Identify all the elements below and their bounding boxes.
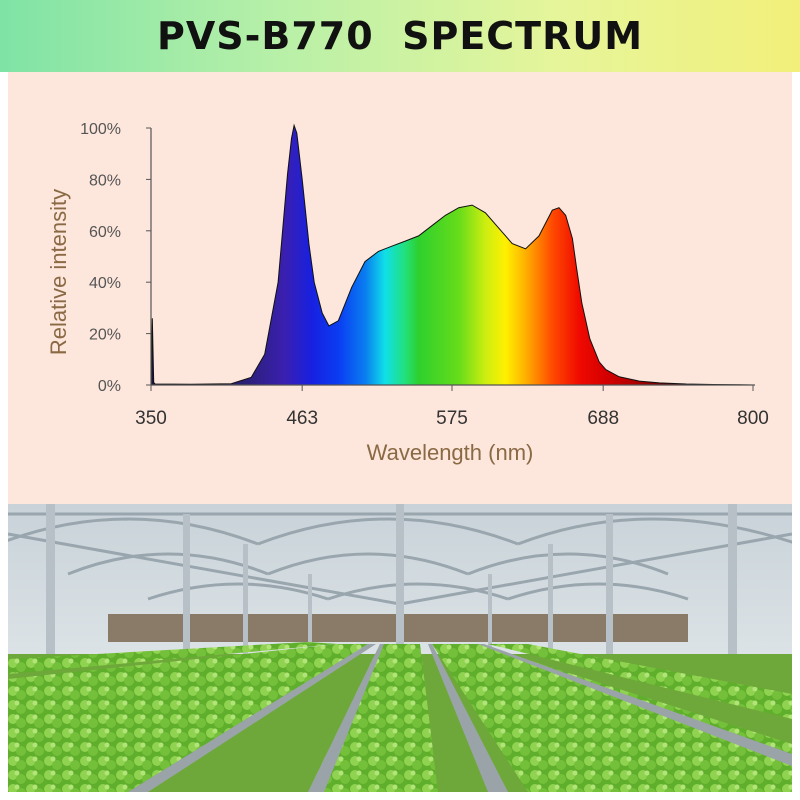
- page-title: PVS-B770 SPECTRUM: [156, 14, 644, 58]
- x-axis-title: Wavelength (nm): [367, 440, 534, 465]
- y-tick-label-20: 20%: [89, 327, 121, 344]
- x-tick-label-350: 350: [135, 408, 167, 429]
- spectrum-area: [151, 125, 753, 386]
- spectrum-line: [150, 123, 754, 386]
- title-banner: [0, 0, 800, 72]
- greenhouse-photo: [8, 504, 792, 792]
- y-tick-label-80: 80%: [89, 172, 121, 189]
- y-tick-label-60: 60%: [89, 224, 121, 241]
- greenhouse-illustration: [8, 504, 792, 792]
- y-axis-title: Relative intensity: [46, 189, 71, 355]
- x-tick-label-575: 575: [436, 408, 468, 429]
- spectrum-chart-panel: 0% 20% 40% 60% 80% 100% 350 463 575 688 …: [8, 72, 792, 504]
- y-tick-label-100: 100%: [80, 121, 121, 138]
- y-tick-label-0: 0%: [98, 378, 121, 395]
- x-tick-label-463: 463: [286, 408, 318, 429]
- spectrum-chart: 0% 20% 40% 60% 80% 100% 350 463 575 688 …: [46, 121, 769, 465]
- y-tick-label-40: 40%: [89, 275, 121, 292]
- x-tick-label-800: 800: [737, 408, 769, 429]
- x-tick-label-688: 688: [587, 408, 619, 429]
